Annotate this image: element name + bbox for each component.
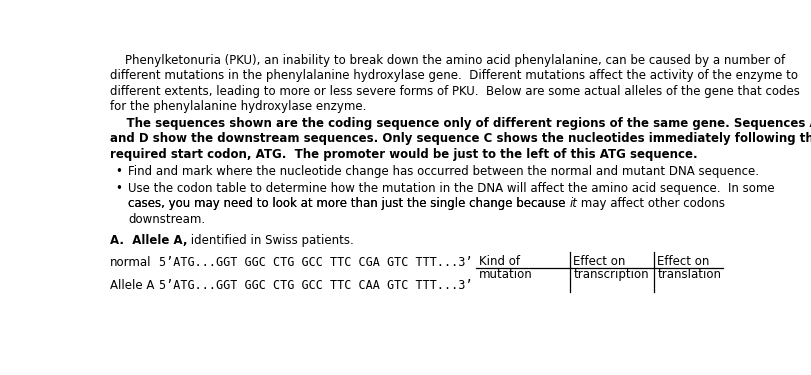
Text: Find and mark where the nucleotide change has occurred between the normal and mu: Find and mark where the nucleotide chang… [128, 165, 758, 178]
Text: different mutations in the phenylalanine hydroxylase gene.  Different mutations : different mutations in the phenylalanine… [109, 69, 796, 82]
Text: Use the codon table to determine how the mutation in the DNA will affect the ami: Use the codon table to determine how the… [128, 182, 774, 195]
Text: The sequences shown are the coding sequence only of different regions of the sam: The sequences shown are the coding seque… [109, 117, 811, 130]
Text: Kind of: Kind of [478, 255, 519, 267]
Text: 5’ATG...GGT GGC CTG GCC TTC CGA GTC TTT...3’: 5’ATG...GGT GGC CTG GCC TTC CGA GTC TTT.… [159, 256, 472, 269]
Text: for the phenylalanine hydroxylase enzyme.: for the phenylalanine hydroxylase enzyme… [109, 100, 366, 114]
Text: Effect on: Effect on [656, 255, 709, 267]
Text: •: • [115, 165, 122, 178]
Text: it: it [569, 197, 577, 210]
Text: 5’ATG...GGT GGC CTG GCC TTC CAA GTC TTT...3’: 5’ATG...GGT GGC CTG GCC TTC CAA GTC TTT.… [159, 279, 472, 292]
Text: A.  Allele A,: A. Allele A, [109, 234, 187, 247]
Text: Allele A: Allele A [109, 279, 154, 292]
Text: mutation: mutation [478, 268, 532, 281]
Text: Effect on: Effect on [573, 255, 625, 267]
Text: normal: normal [109, 256, 151, 269]
Text: •: • [115, 182, 122, 195]
Text: and D show the downstream sequences. Only sequence C shows the nucleotides immed: and D show the downstream sequences. Onl… [109, 132, 811, 146]
Text: downstream.: downstream. [128, 213, 205, 226]
Text: identified in Swiss patients.: identified in Swiss patients. [187, 234, 354, 247]
Text: transcription: transcription [573, 268, 648, 281]
Text: Phenylketonuria (PKU), an inability to break down the amino acid phenylalanine, : Phenylketonuria (PKU), an inability to b… [109, 54, 784, 67]
Text: required start codon, ATG.  The promoter would be just to the left of this ATG s: required start codon, ATG. The promoter … [109, 148, 697, 161]
Text: cases, you may need to look at more than just the single change because: cases, you may need to look at more than… [128, 197, 569, 210]
Text: different extents, leading to more or less severe forms of PKU.  Below are some : different extents, leading to more or le… [109, 85, 799, 98]
Text: may affect other codons: may affect other codons [577, 197, 724, 210]
Text: translation: translation [656, 268, 720, 281]
Text: cases, you may need to look at more than just the single change because: cases, you may need to look at more than… [128, 197, 569, 210]
